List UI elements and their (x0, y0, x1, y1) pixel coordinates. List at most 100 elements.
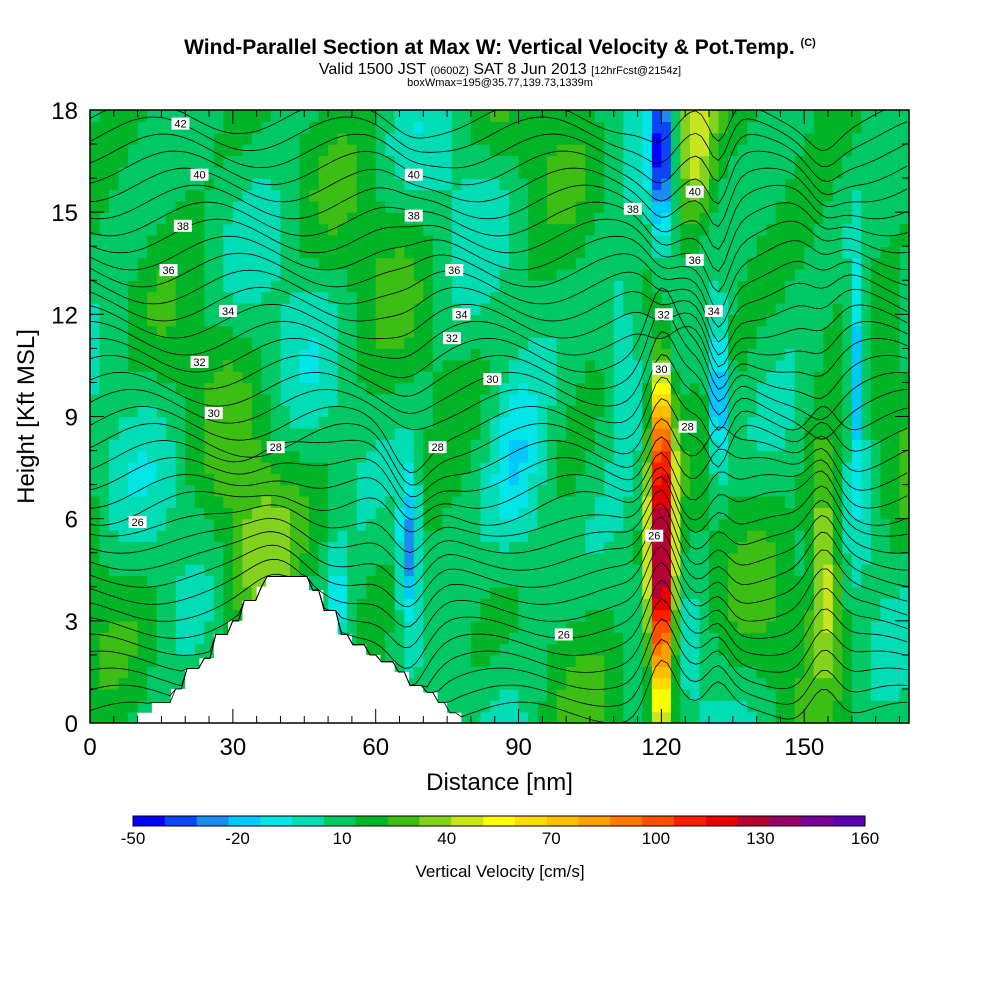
heatmap-cell (270, 155, 281, 168)
heatmap-cell (632, 586, 643, 599)
heatmap-cell (280, 427, 291, 440)
heatmap-cell (528, 643, 539, 656)
heatmap-cell (356, 586, 367, 599)
heatmap-cell (861, 155, 872, 168)
colorbar-frame (132, 815, 866, 827)
heatmap-cell (309, 257, 320, 270)
theta-label: 30 (652, 362, 671, 376)
heatmap-cell (109, 166, 120, 179)
heatmap-cell (270, 507, 281, 520)
heatmap-cell (309, 155, 320, 168)
heatmap-cell (356, 496, 367, 508)
heatmap-cell (604, 507, 615, 520)
heatmap-cell (709, 268, 720, 281)
heatmap-cell (490, 552, 501, 565)
heatmap-cell (375, 473, 386, 486)
heatmap-cell (690, 620, 701, 633)
heatmap-cell (232, 461, 243, 474)
heatmap-cell (585, 552, 596, 565)
heatmap-cell (709, 314, 720, 327)
heatmap-cell (575, 155, 586, 168)
heatmap-cell (747, 200, 758, 213)
heatmap-cell (204, 189, 215, 202)
heatmap-cell (490, 450, 501, 463)
heatmap-cell (318, 337, 329, 349)
heatmap-cell (394, 632, 405, 645)
heatmap-cell (204, 132, 215, 145)
heatmap-cell (718, 166, 729, 179)
heatmap-cell (99, 268, 110, 281)
heatmap-cell (213, 280, 224, 293)
heatmap-cell (547, 700, 558, 713)
heatmap-cell (585, 688, 596, 701)
heatmap-cell (356, 348, 367, 361)
heatmap-cell (899, 530, 910, 542)
heatmap-cell (375, 178, 386, 191)
heatmap-cell (518, 700, 529, 713)
heatmap-cell (804, 348, 815, 361)
heatmap-cell (270, 325, 281, 338)
heatmap-cell (185, 620, 196, 633)
heatmap-cell (880, 291, 891, 304)
heatmap-cell (804, 586, 815, 599)
heatmap-cell (823, 496, 834, 508)
colorbar-tick-label: -50 (121, 829, 146, 848)
heatmap-cell (832, 257, 843, 270)
heatmap-cell (280, 348, 291, 361)
heatmap-cell (613, 371, 624, 384)
heatmap-cell (870, 677, 881, 690)
heatmap-cell (632, 382, 643, 395)
heatmap-cell (690, 530, 701, 542)
heatmap-cell (585, 507, 596, 520)
heatmap-cell (223, 416, 234, 429)
heatmap-cell (394, 166, 405, 179)
heatmap-cell (528, 711, 539, 724)
heatmap-cell (632, 359, 643, 372)
heatmap-cell (328, 325, 339, 338)
heatmap-cell (690, 166, 701, 179)
heatmap-cell (337, 246, 348, 259)
heatmap-cell (347, 359, 358, 372)
heatmap-cell (185, 200, 196, 213)
heatmap-cell (261, 337, 272, 349)
theta-label: 36 (685, 253, 704, 267)
heatmap-cell (699, 450, 710, 463)
heatmap-cell (109, 450, 120, 463)
theta-label: 32 (654, 308, 673, 321)
heatmap-cell (213, 268, 224, 281)
heatmap-cell (785, 586, 796, 599)
heatmap-cell (851, 439, 862, 452)
heatmap-cell (509, 223, 520, 236)
heatmap-cell (509, 280, 520, 293)
heatmap-cell (404, 371, 415, 384)
heatmap-cell (432, 234, 443, 247)
colorbar-swatch (769, 816, 802, 826)
heatmap-cell (356, 439, 367, 452)
heatmap-cell (99, 496, 110, 508)
heatmap-cell (156, 609, 167, 622)
heatmap-cell (670, 314, 681, 327)
heatmap-cell (556, 541, 567, 554)
heatmap-cell (709, 541, 720, 554)
heatmap-cell (642, 132, 653, 145)
heatmap-cell (223, 166, 234, 179)
heatmap-cell (642, 575, 653, 588)
heatmap-cell (613, 654, 624, 667)
heatmap-cell (299, 325, 310, 338)
heatmap-cell (432, 496, 443, 508)
heatmap-cell (232, 189, 243, 202)
heatmap-cell (690, 325, 701, 338)
heatmap-cell (575, 223, 586, 236)
heatmap-cell (728, 132, 739, 145)
heatmap-cell (823, 473, 834, 486)
heatmap-cell (385, 121, 396, 134)
heatmap-cell (290, 552, 301, 565)
heatmap-cell (223, 530, 234, 542)
heatmap-cell (604, 564, 615, 577)
heatmap-cell (823, 303, 834, 315)
heatmap-cell (718, 541, 729, 554)
heatmap-cell (690, 337, 701, 349)
heatmap-cell (499, 677, 510, 690)
heatmap-cell (490, 223, 501, 236)
